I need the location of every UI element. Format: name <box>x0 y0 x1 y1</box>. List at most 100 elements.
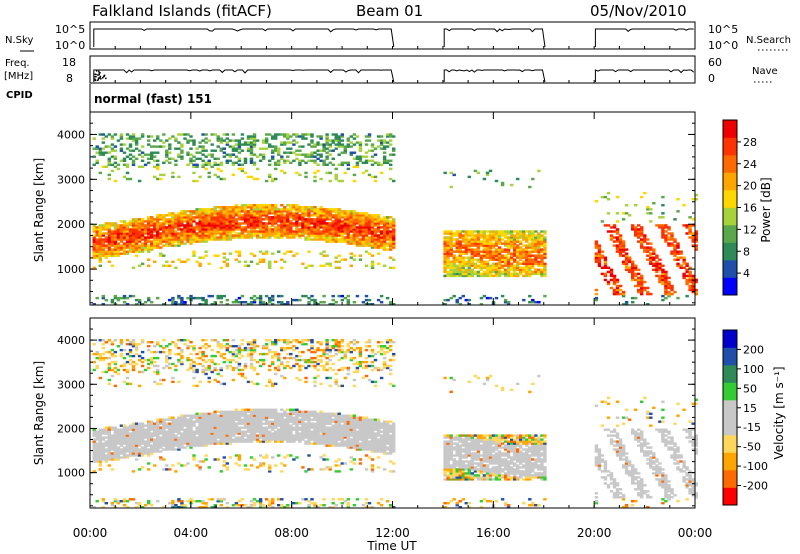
power-cell <box>292 236 296 239</box>
velocity-cell <box>168 434 172 437</box>
power-cell <box>243 228 248 231</box>
velocity-cell <box>107 364 112 368</box>
power-cell <box>198 228 202 231</box>
power-cell <box>231 220 236 223</box>
power-cell <box>522 250 526 253</box>
power-cell <box>513 266 517 270</box>
power-cell <box>234 155 239 158</box>
power-cell <box>355 230 360 233</box>
power-cell <box>603 195 608 199</box>
power-cell <box>295 216 299 219</box>
power-cell <box>361 236 366 239</box>
velocity-cell <box>153 426 157 429</box>
power-cell <box>246 232 251 235</box>
velocity-cell <box>192 368 196 372</box>
power-cell <box>174 224 178 227</box>
velocity-cell <box>101 346 106 350</box>
velocity-cell <box>207 416 211 419</box>
power-cell <box>128 145 133 148</box>
power-cell <box>476 264 481 268</box>
power-cell <box>458 264 462 268</box>
power-cell <box>376 224 381 227</box>
power-cell <box>92 163 96 167</box>
power-cell <box>688 274 692 278</box>
power-cell <box>316 238 320 241</box>
power-cell <box>513 268 517 272</box>
power-cell <box>213 214 217 217</box>
power-cell <box>156 145 160 148</box>
velocity-cell <box>219 343 224 346</box>
velocity-cell <box>171 446 175 449</box>
velocity-cell <box>183 446 187 449</box>
power-cell <box>125 228 130 231</box>
power-cell <box>261 141 266 144</box>
velocity-cell <box>110 426 115 429</box>
power-cell <box>534 260 538 264</box>
power-cell <box>104 246 109 249</box>
power-cell <box>467 270 472 274</box>
velocity-cell <box>134 430 139 433</box>
power-cell <box>204 238 208 241</box>
power-cell <box>640 286 644 290</box>
power-cell <box>594 242 599 245</box>
frequency-point <box>97 79 100 81</box>
velocity-cell <box>207 368 211 372</box>
velocity-cell <box>201 424 205 427</box>
power-cell <box>691 236 695 239</box>
power-cell <box>615 288 620 292</box>
power-cell <box>334 220 338 223</box>
velocity-cell <box>192 422 196 425</box>
power-cell <box>537 240 541 243</box>
power-cell <box>298 145 302 148</box>
power-cell <box>528 294 532 298</box>
power-cell <box>219 169 224 173</box>
power-cell <box>461 270 466 274</box>
power-cell <box>201 238 205 241</box>
power-cell <box>147 224 151 227</box>
power-cell <box>373 216 378 219</box>
power-cell <box>658 258 662 261</box>
power-cell <box>268 266 272 270</box>
velocity-cell <box>189 352 193 356</box>
power-cell <box>528 230 532 233</box>
power-cell <box>337 208 341 211</box>
power-cell <box>361 244 366 247</box>
power-cell <box>246 220 251 223</box>
power-cell <box>485 266 490 270</box>
power-cell <box>101 244 106 247</box>
power-cell <box>646 250 650 253</box>
velocity-cell <box>140 446 145 449</box>
power-cell <box>304 212 308 215</box>
power-cell <box>500 264 505 268</box>
power-cell <box>525 274 529 278</box>
power-cell <box>658 262 662 266</box>
power-cell <box>637 234 641 237</box>
power-cell <box>494 264 499 268</box>
power-cell <box>271 234 275 237</box>
power-cell <box>113 244 118 247</box>
power-cell <box>313 151 317 154</box>
power-cell <box>159 224 163 227</box>
velocity-cell <box>159 456 163 459</box>
velocity-cell <box>177 462 181 465</box>
velocity-cell <box>180 432 184 435</box>
power-cell <box>246 143 251 146</box>
velocity-cell <box>95 448 99 451</box>
power-cell <box>147 153 151 156</box>
power-cell <box>128 228 133 231</box>
frequency-point <box>99 75 102 78</box>
power-cell <box>177 296 181 300</box>
velocity-cell <box>198 468 202 471</box>
power-cell <box>213 238 217 241</box>
power-cell <box>458 262 462 266</box>
power-cell <box>222 226 227 229</box>
power-cell <box>271 135 275 138</box>
power-cell <box>183 214 187 217</box>
power-cell <box>676 252 680 255</box>
velocity-cell <box>119 343 124 346</box>
power-cell <box>216 220 220 223</box>
power-cell <box>174 222 178 225</box>
power-cell <box>543 238 547 241</box>
power-cell <box>443 303 447 306</box>
power-cell <box>110 301 115 304</box>
